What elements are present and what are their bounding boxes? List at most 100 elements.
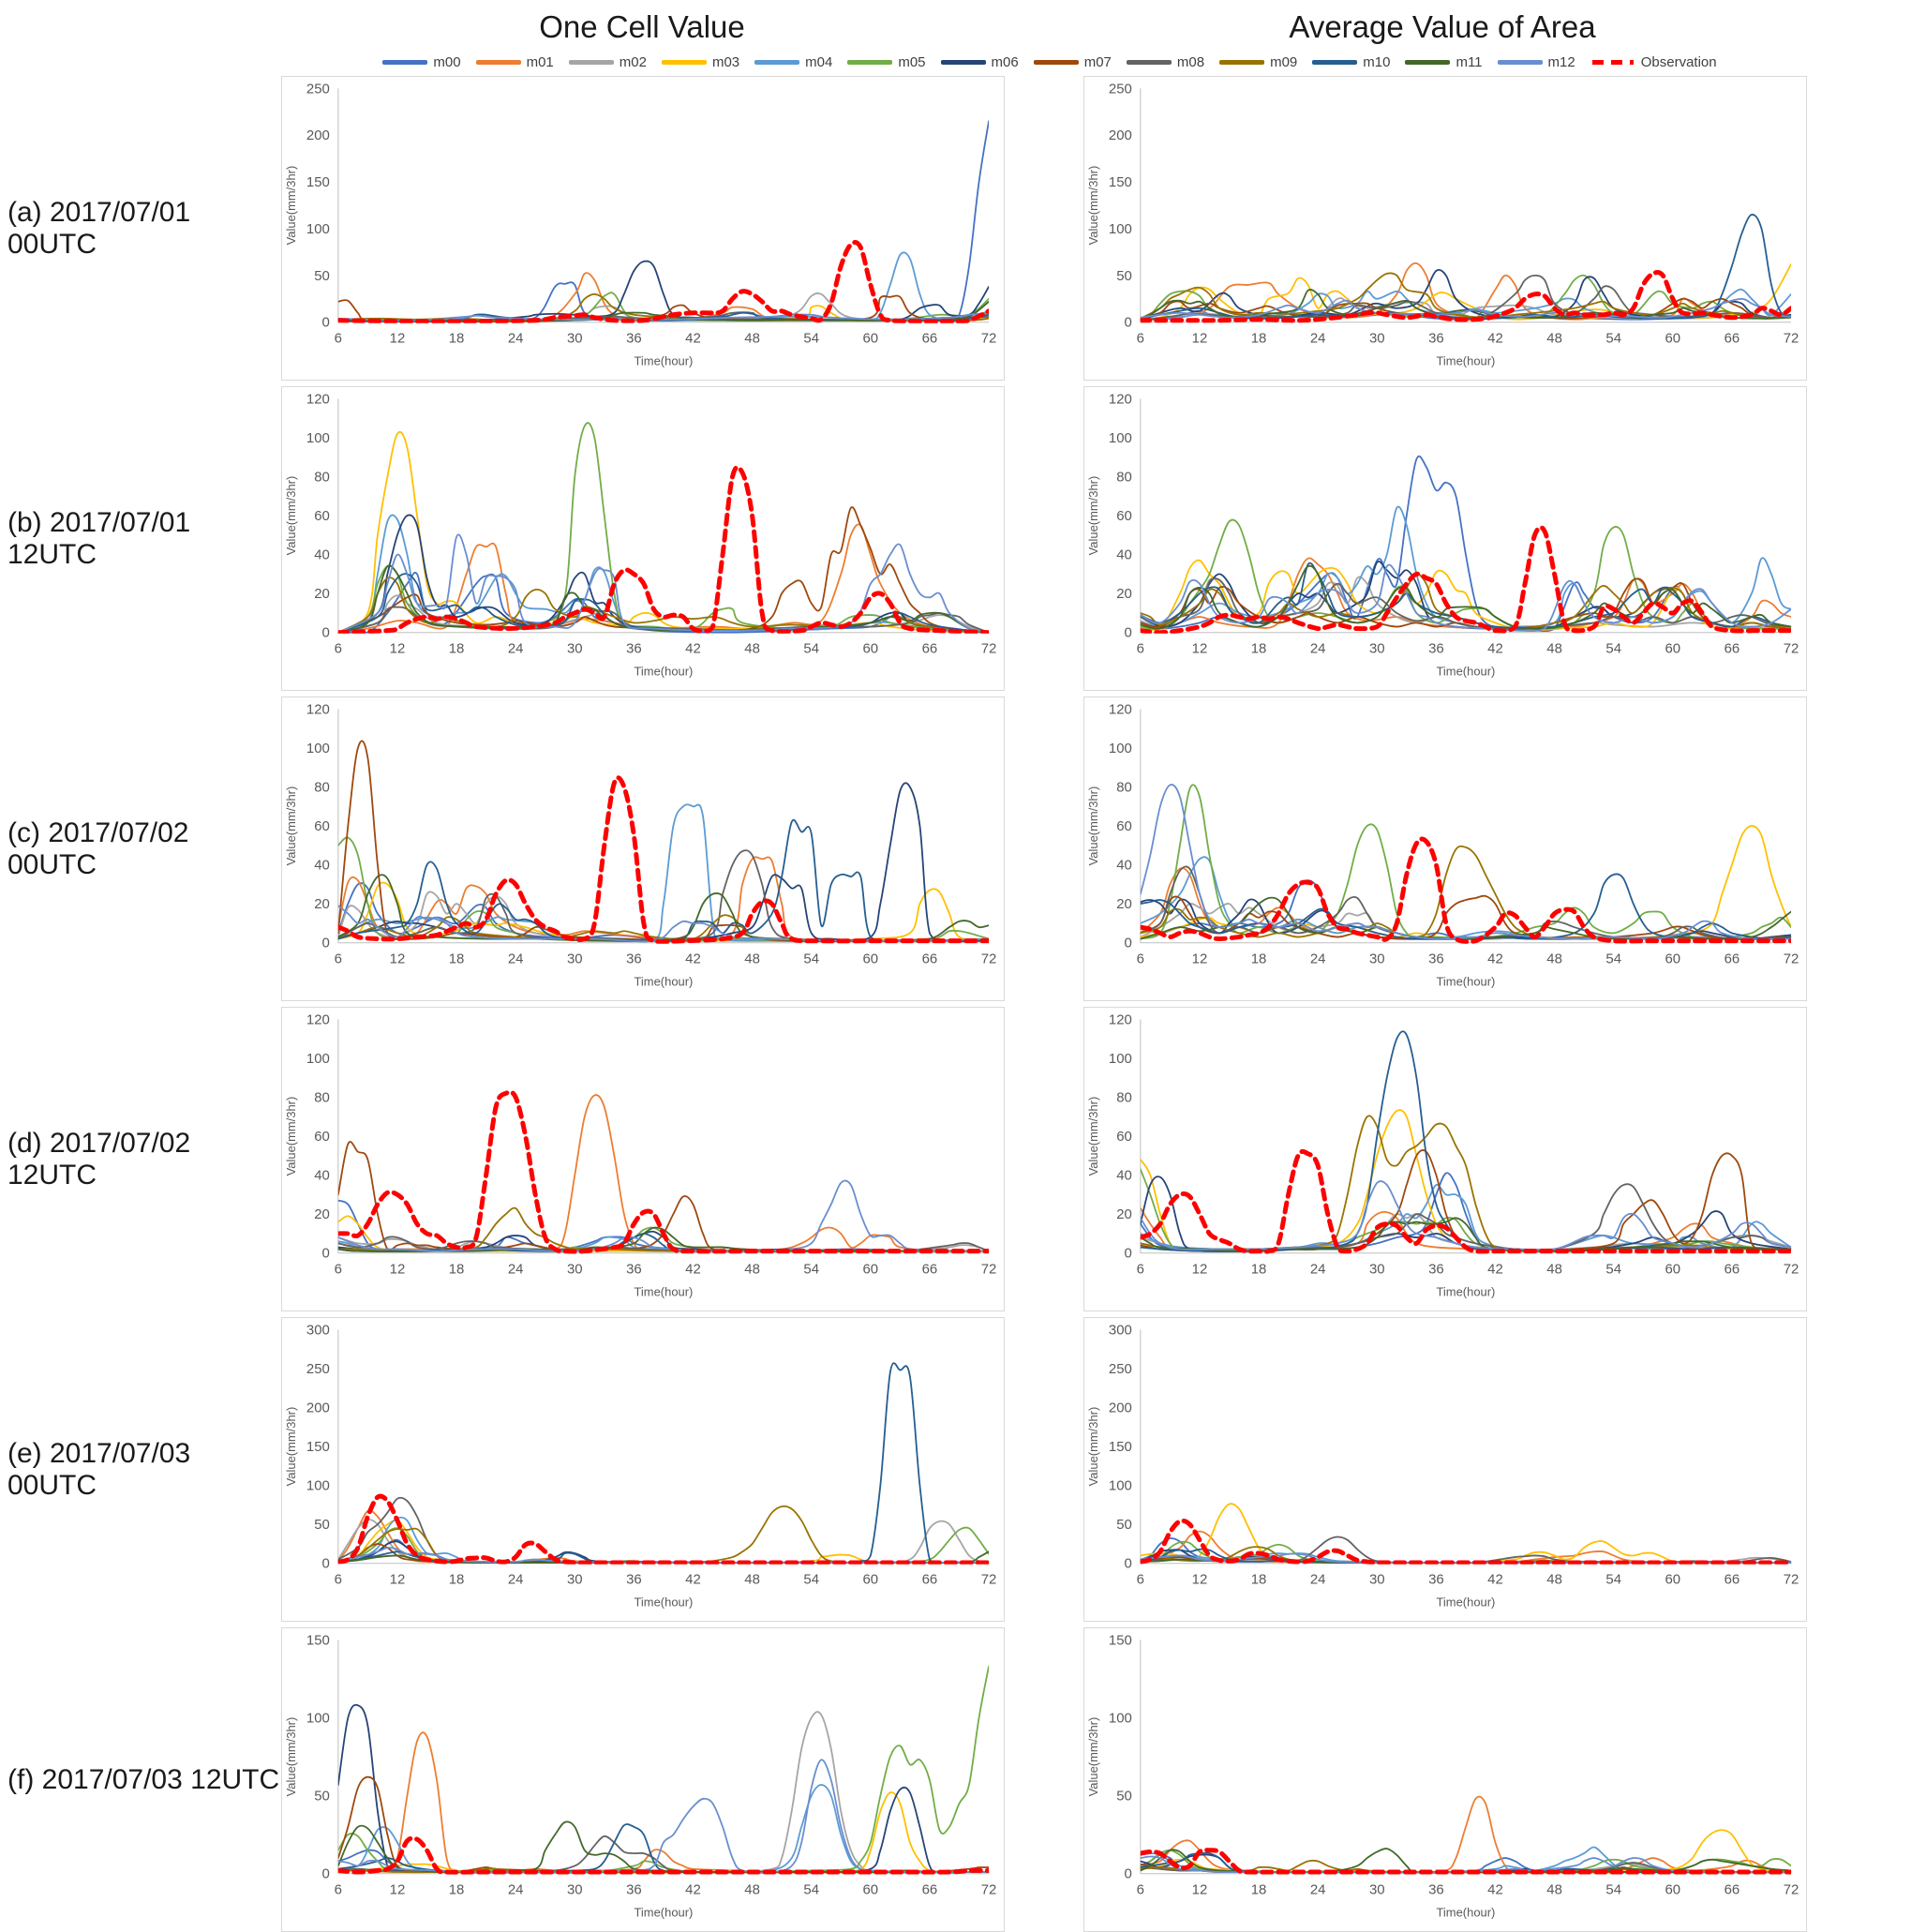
series-m05 [337,1526,990,1564]
x-tick-label: 60 [862,1882,878,1898]
legend-item-m02: m02 [568,54,647,70]
y-tick-label: 100 [1109,430,1132,446]
legend-swatch-m06 [940,60,986,65]
x-tick-label: 72 [1784,1262,1799,1278]
y-axis-title: Value(mm/3hr) [1086,1717,1100,1797]
legend-item-m10: m10 [1312,54,1390,70]
chart-panel-e-right: 0 50 100 150 200 250 300 6 12 18 24 30 36 42 48 54 60 66 7… [1083,1317,1807,1622]
series-m09 [337,1505,990,1564]
x-tick-label: 24 [508,641,524,657]
y-tick-label: 40 [1116,547,1132,563]
x-tick-label: 18 [449,1572,465,1588]
y-tick-label: 100 [1109,221,1132,237]
chart-row-c: (c) 2017/07/02 00UTC 0 20 40 60 80 100 120 6 12 18… [0,696,1911,1001]
series-m11 [337,564,990,634]
x-tick-label: 18 [449,1262,465,1278]
x-tick-label: 42 [685,1572,701,1588]
y-tick-label: 80 [314,469,330,485]
series-m04 [337,803,990,943]
legend-swatch-obs [1591,60,1634,65]
x-tick-label: 60 [862,1572,878,1588]
y-tick-label: 100 [306,1478,330,1494]
x-tick-label: 6 [335,641,342,657]
legend-item-m00: m00 [382,54,461,70]
legend-swatch-m12 [1497,60,1543,65]
x-axis-title: Time(hour) [635,1906,694,1920]
x-tick-label: 18 [1251,1882,1267,1898]
x-tick-label: 66 [1724,641,1740,657]
x-tick-label: 48 [744,1572,760,1588]
x-tick-label: 60 [862,951,878,967]
legend-item-m12: m12 [1497,54,1575,70]
y-tick-label: 20 [1116,586,1132,602]
x-tick-label: 6 [1137,1572,1144,1588]
y-axis-title: Value(mm/3hr) [284,786,298,866]
chart-svg-d-right: 0 20 40 60 80 100 120 6 12 18 24 30 36 42 48 54 60 66 72 Ti… [1086,1011,1799,1298]
x-tick-label: 6 [1137,1262,1144,1278]
chart-svg-a-left: 0 50 100 150 200 250 6 12 18 24 30 36 42 48 54 60 66 72 Ti… [284,81,997,368]
y-tick-label: 200 [306,1400,330,1415]
series-m05 [1140,1849,1792,1874]
y-tick-label: 0 [1125,936,1132,951]
plot-area [1140,455,1792,634]
x-tick-label: 54 [1605,951,1621,967]
x-tick-label: 48 [1546,1572,1562,1588]
series-obs [1140,836,1792,944]
y-tick-label: 40 [1116,1168,1132,1184]
y-tick-label: 20 [1116,896,1132,912]
y-tick-label: 80 [1116,1089,1132,1105]
x-tick-label: 12 [1192,951,1208,967]
chart-panel-f-left: 0 50 100 150 6 12 18 24 30 36 42 48 54 60 66 72 Time(hou… [281,1627,1005,1932]
y-tick-label: 0 [1125,625,1132,641]
y-tick-label: 40 [1116,858,1132,874]
x-tick-label: 6 [1137,331,1144,347]
series-m06 [337,260,990,322]
x-tick-label: 12 [1192,1262,1208,1278]
chart-svg-a-right: 0 50 100 150 200 250 6 12 18 24 30 36 42 48 54 60 66 72 Ti… [1086,81,1799,368]
row-label-e: (e) 2017/07/03 00UTC [7,1437,191,1501]
y-tick-label: 0 [322,1246,330,1262]
series-m04 [337,1784,990,1874]
x-tick-label: 42 [685,1882,701,1898]
chart-panel-a-right: 0 50 100 150 200 250 6 12 18 24 30 36 42 48 54 60 66 72 Ti… [1083,76,1807,381]
x-tick-label: 12 [390,331,406,347]
series-m03 [337,1519,990,1564]
x-tick-label: 30 [567,951,583,967]
x-axis-title: Time(hour) [1437,354,1496,368]
x-tick-label: 54 [803,641,819,657]
x-tick-label: 6 [1137,1882,1144,1898]
series-m00 [337,120,990,322]
chart-panel-d-left: 0 20 40 60 80 100 120 6 12 18 24 30 36 42 48 54 60 66 72 Ti… [281,1007,1005,1311]
y-tick-label: 80 [314,1089,330,1105]
series-m03 [337,881,990,942]
x-tick-label: 48 [1546,1262,1562,1278]
chart-svg-f-right: 0 50 100 150 6 12 18 24 30 36 42 48 54 60 66 72 Time(hou… [1086,1632,1799,1919]
y-tick-label: 100 [306,741,330,756]
x-tick-label: 66 [1724,331,1740,347]
chart-svg-d-left: 0 20 40 60 80 100 120 6 12 18 24 30 36 42 48 54 60 66 72 Ti… [284,1011,996,1298]
x-tick-label: 24 [1310,951,1326,967]
y-tick-label: 50 [1116,1517,1132,1533]
chart-panel-c-left: 0 20 40 60 80 100 120 6 12 18 24 30 36 42 48 54 60 66 72 Ti… [281,696,1005,1001]
x-tick-label: 72 [981,331,997,347]
legend-swatch-m07 [1033,60,1079,65]
y-tick-label: 40 [314,858,330,874]
x-tick-label: 48 [1546,951,1562,967]
x-axis-title: Time(hour) [635,975,694,989]
x-tick-label: 18 [1251,951,1267,967]
legend-item-m05: m05 [847,54,926,70]
x-tick-label: 36 [1428,1882,1444,1898]
x-tick-label: 6 [335,331,342,347]
series-m06 [337,1703,990,1874]
legend-label-m10: m10 [1363,54,1391,70]
plot-area [337,1362,990,1565]
y-tick-label: 50 [314,1789,330,1805]
series-m11 [337,874,990,942]
y-tick-label: 250 [306,1361,330,1377]
y-tick-label: 20 [314,586,330,602]
x-axis-title: Time(hour) [635,354,694,368]
series-m10 [1140,1030,1792,1252]
series-obs [1140,1148,1792,1254]
series-m12 [337,905,990,943]
y-axis-title: Value(mm/3hr) [1086,476,1100,556]
